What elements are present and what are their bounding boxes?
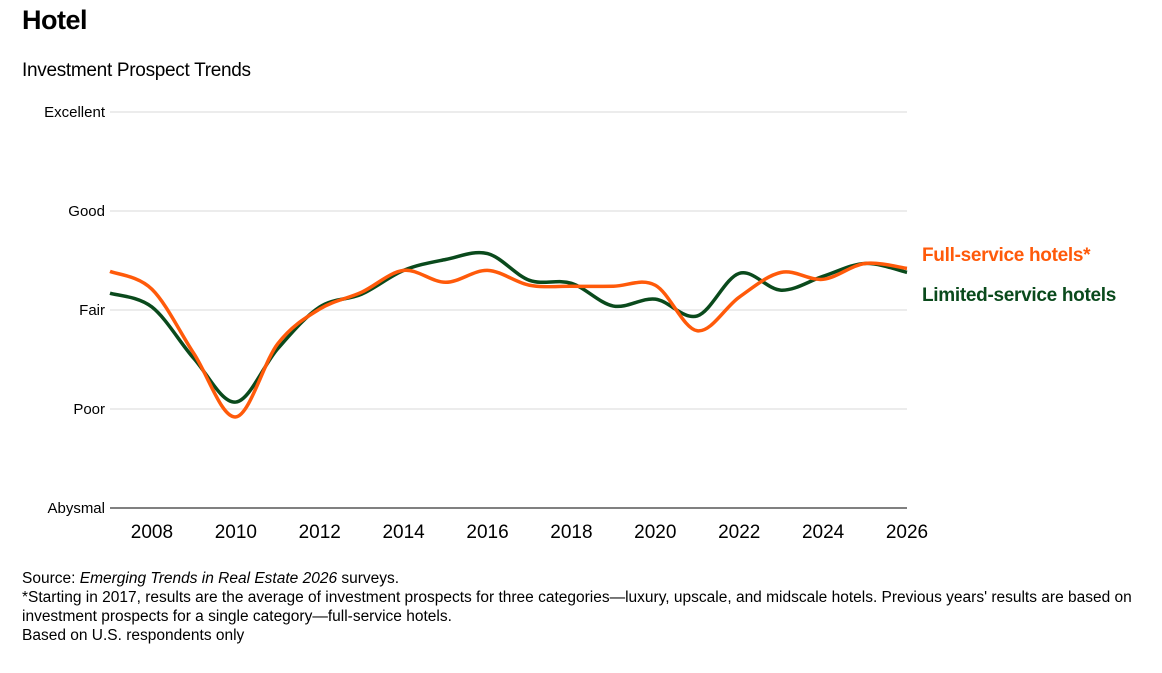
source-suffix: surveys.: [337, 570, 400, 587]
line-chart: Abysmal Poor Fair Good Excellent 2008 2010 2012…: [44, 104, 1116, 543]
y-tick-label: Poor: [73, 401, 105, 418]
y-tick-label: Good: [68, 203, 105, 220]
series-label: Limited-service hotels: [922, 285, 1116, 306]
series-line-1: [109, 250, 908, 404]
chart-notes: Source: Emerging Trends in Real Estate 2…: [22, 569, 1142, 645]
y-tick-label: Abysmal: [47, 500, 105, 517]
chart-subtitle: Investment Prospect Trends: [22, 60, 251, 81]
y-tick-label: Fair: [79, 302, 105, 319]
source-note: Source: Emerging Trends in Real Estate 2…: [22, 569, 1142, 588]
x-tick-label: 2012: [299, 522, 341, 543]
y-tick-label: Excellent: [44, 104, 106, 121]
x-tick-label: 2022: [718, 522, 760, 543]
source-prefix: Source:: [22, 570, 80, 587]
x-tick-label: 2008: [131, 522, 173, 543]
page-title: Hotel: [22, 5, 88, 35]
x-tick-label: 2014: [382, 522, 425, 543]
x-tick-label: 2024: [802, 522, 845, 543]
x-tick-label: 2018: [550, 522, 592, 543]
x-tick-label: 2010: [215, 522, 257, 543]
series-line-0: [109, 261, 908, 419]
x-tick-label: 2026: [886, 522, 928, 543]
x-tick-label: 2020: [634, 522, 676, 543]
x-tick-label: 2016: [466, 522, 508, 543]
respondents-note: Based on U.S. respondents only: [22, 627, 245, 644]
footnote: *Starting in 2017, results are the avera…: [22, 589, 1132, 625]
source-title: Emerging Trends in Real Estate 2026: [79, 570, 338, 587]
series-label: Full-service hotels*: [922, 245, 1091, 266]
